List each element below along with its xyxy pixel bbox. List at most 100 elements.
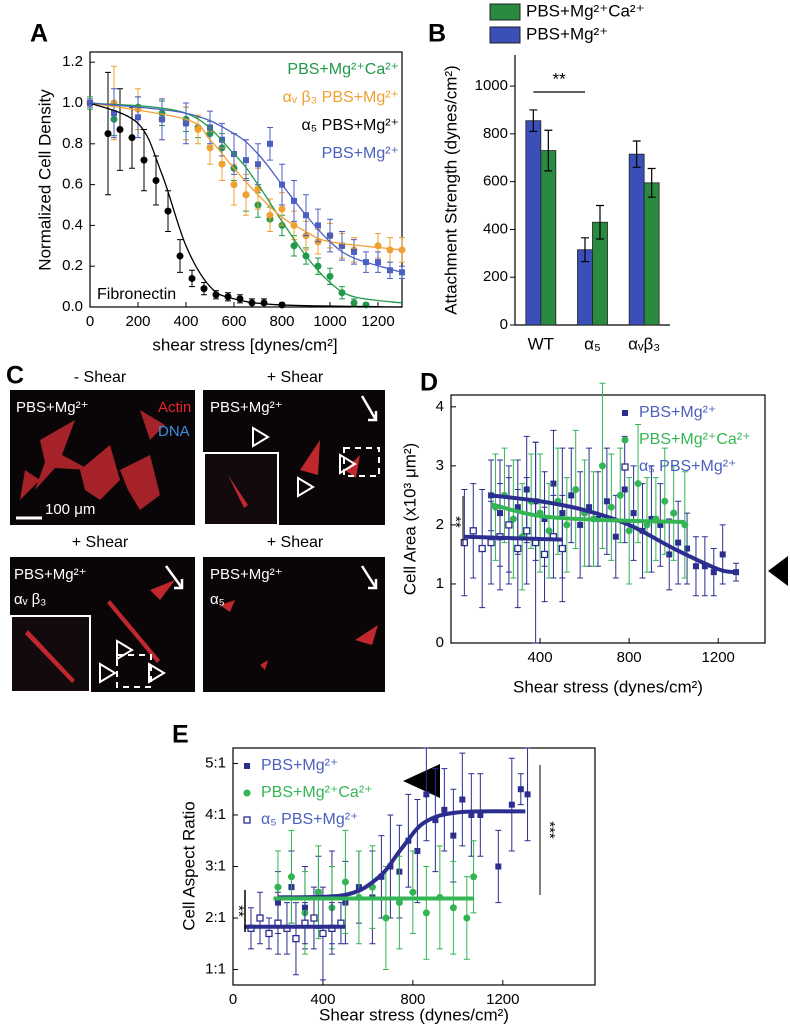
x-tick-label: 800: [269, 313, 294, 330]
marker: [478, 544, 486, 553]
marker: [495, 863, 502, 870]
marker: [339, 242, 345, 249]
marker: [319, 929, 327, 938]
marker: [487, 538, 495, 547]
marker: [255, 161, 261, 168]
marker: [292, 934, 300, 943]
marker: [230, 181, 238, 189]
image-label: αᵥ β₃: [14, 591, 46, 608]
marker: [450, 832, 457, 839]
marker: [621, 486, 628, 493]
plot-frame: [450, 394, 766, 644]
y-tick-label: 0.2: [62, 257, 83, 274]
marker: [243, 789, 251, 797]
marker: [375, 259, 381, 266]
marker: [468, 811, 475, 818]
x-tick-label: αᵥβ₃: [628, 334, 660, 353]
marker: [550, 480, 557, 487]
marker: [558, 544, 566, 553]
y-axis-label: Attachment Strength (dynes/cm²): [441, 65, 460, 314]
x-tick-label: 600: [221, 313, 246, 330]
y-tick-label: 400: [483, 220, 508, 237]
marker: [540, 550, 549, 559]
x-tick-label: 400: [173, 313, 198, 330]
marker: [260, 299, 268, 307]
y-tick-label: 0.6: [62, 176, 83, 193]
y-axis-label: Cell Area (x10³ μm²): [400, 443, 419, 595]
error-bar: [647, 167, 656, 198]
legend-entry: α₅ PBS+Mg²⁺: [302, 117, 400, 134]
fit-curve: [89, 102, 403, 308]
marker: [314, 888, 322, 896]
cells: [228, 440, 360, 508]
marker: [661, 497, 669, 505]
marker: [621, 436, 629, 444]
flow-arrow: [360, 565, 378, 590]
y-tick-label: 200: [483, 268, 508, 285]
marker: [621, 463, 629, 471]
fit-curve: [89, 102, 403, 273]
bar: [643, 182, 660, 326]
y-tick-label: 0: [436, 634, 444, 651]
stain-label: DNA: [158, 423, 190, 440]
marker: [310, 914, 318, 922]
legend-entry: α₅ PBS+Mg²⁺: [639, 458, 737, 475]
image-heading: - Shear: [74, 369, 127, 386]
marker: [563, 521, 571, 529]
marker: [469, 527, 477, 535]
marker: [265, 929, 273, 938]
marker: [509, 515, 517, 523]
marker: [701, 563, 708, 570]
panel-label: E: [172, 721, 189, 749]
x-tick-label: 200: [125, 313, 150, 330]
x-tick-label: WT: [528, 334, 554, 353]
y-tick-label: 1.0: [62, 94, 83, 111]
marker: [675, 539, 682, 546]
marker: [463, 914, 471, 922]
legend-swatch: [489, 26, 521, 44]
zoom-box: [343, 447, 380, 477]
marker: [648, 516, 655, 522]
x-tick-label: α₅: [584, 334, 601, 353]
marker: [362, 301, 370, 309]
marker: [657, 521, 664, 528]
bar: [540, 150, 557, 326]
panel-label: A: [30, 20, 48, 48]
y-tick-label: 1:1: [205, 961, 226, 978]
marker: [719, 551, 726, 558]
marker: [267, 140, 273, 147]
marker: [616, 491, 624, 499]
inset: [203, 452, 279, 526]
image-label: PBS+Mg²⁺: [16, 399, 89, 416]
fit-curve: [89, 102, 403, 304]
y-tick-label: 3: [436, 457, 444, 474]
marker: [200, 285, 208, 293]
y-tick-label: 0: [500, 316, 508, 333]
marker: [607, 503, 615, 511]
y-tick-label: 2: [436, 516, 444, 533]
panel-label: B: [428, 20, 446, 48]
marker: [449, 904, 457, 912]
marker: [244, 763, 250, 769]
marker: [470, 873, 478, 881]
zoom-box: [116, 654, 152, 688]
marker: [625, 527, 633, 535]
x-tick-label: 1000: [313, 313, 346, 330]
marker: [140, 156, 148, 164]
y-tick-label: 2:1: [205, 909, 226, 926]
significance: **: [447, 516, 464, 528]
marker: [692, 563, 699, 570]
y-tick-label: 0.8: [62, 135, 83, 152]
marker: [327, 232, 333, 239]
marker: [545, 527, 553, 535]
marker: [568, 492, 575, 499]
marker: [188, 274, 196, 282]
marker: [423, 791, 430, 798]
y-tick-label: 4:1: [205, 806, 226, 823]
marker: [341, 878, 349, 886]
marker: [386, 246, 394, 254]
marker: [104, 130, 112, 138]
marker: [460, 538, 469, 547]
marker: [634, 480, 642, 488]
x-tick-label: 400: [528, 649, 553, 666]
